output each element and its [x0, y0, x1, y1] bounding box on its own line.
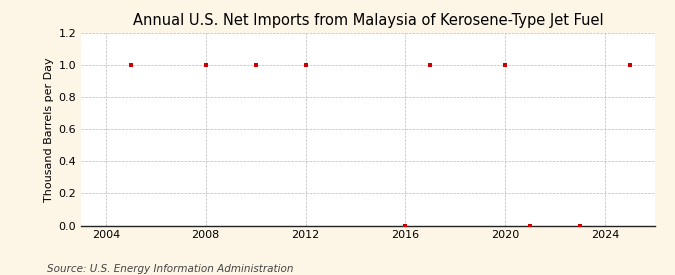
Title: Annual U.S. Net Imports from Malaysia of Kerosene-Type Jet Fuel: Annual U.S. Net Imports from Malaysia of… — [132, 13, 603, 28]
Text: Source: U.S. Energy Information Administration: Source: U.S. Energy Information Administ… — [47, 264, 294, 274]
Y-axis label: Thousand Barrels per Day: Thousand Barrels per Day — [45, 57, 54, 202]
